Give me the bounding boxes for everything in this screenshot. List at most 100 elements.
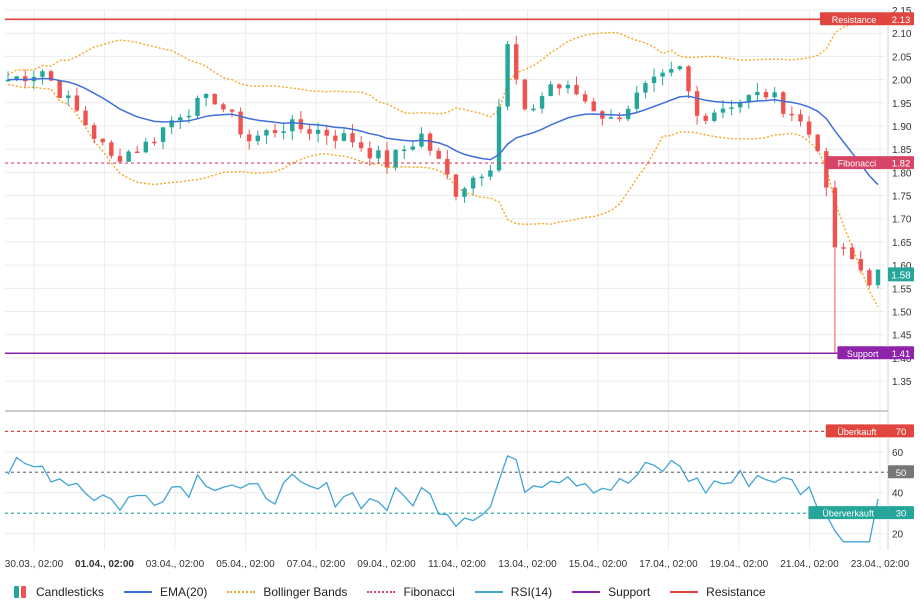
fibonacci-label-box <box>825 156 888 170</box>
candle-body <box>806 121 812 135</box>
candle-body <box>376 150 381 159</box>
candle-body <box>574 84 579 95</box>
oversold-value-box <box>888 506 914 520</box>
price-tick-label: 1.55 <box>892 284 912 295</box>
candle-body <box>608 117 614 119</box>
support-label: Support <box>847 349 879 359</box>
candle-body <box>746 95 751 103</box>
candle-body <box>488 170 493 177</box>
candle-body <box>677 66 683 70</box>
fibonacci-value-label: 1.82 <box>892 159 911 170</box>
legend-item-ema[interactable]: EMA(20) <box>124 585 207 599</box>
resistance-value-label: 2.13 <box>892 15 911 26</box>
candle-body <box>720 108 726 113</box>
overbought-label-box <box>825 424 888 438</box>
candle-body <box>160 127 166 142</box>
candle-body <box>849 247 855 260</box>
candle-body <box>789 113 795 116</box>
oversold-value-label: 30 <box>896 509 907 520</box>
candle-body <box>557 84 562 89</box>
legend: Candlesticks EMA(20) Bollinger Bands Fib… <box>0 578 920 606</box>
price-tick-label: 2.10 <box>892 29 912 40</box>
candle-body <box>350 133 355 143</box>
candle-body <box>5 79 11 82</box>
price-tick-label: 1.45 <box>892 331 912 342</box>
candle-body <box>57 80 62 99</box>
candle-body <box>229 109 235 112</box>
price-tick-label: 2.00 <box>892 76 912 87</box>
x-tick-label: 01.04., 02:00 <box>75 559 134 570</box>
candle-body <box>470 177 476 189</box>
resistance-label-box <box>820 12 888 26</box>
candle-body <box>703 115 708 121</box>
legend-item-fibonacci[interactable]: Fibonacci <box>367 585 455 599</box>
x-tick-label: 23.04., 02:00 <box>851 559 910 570</box>
price-tick-label: 2.15 <box>892 6 912 17</box>
price-tick-label: 1.50 <box>892 308 912 319</box>
legend-label: Fibonacci <box>403 585 455 599</box>
candle-body <box>781 92 786 114</box>
candle-body <box>539 96 545 109</box>
x-tick-label: 17.04., 02:00 <box>639 559 698 570</box>
x-tick-label: 19.04., 02:00 <box>710 559 769 570</box>
candle-body <box>100 138 105 143</box>
candle-body <box>514 44 519 80</box>
candle-body <box>152 141 157 144</box>
candle-body <box>729 107 734 109</box>
candle-body <box>755 91 760 96</box>
candle-body <box>669 69 674 73</box>
fibonacci-value-box <box>888 156 914 170</box>
candle-body <box>712 112 717 121</box>
legend-item-rsi[interactable]: RSI(14) <box>474 585 552 599</box>
candle-body <box>281 131 286 134</box>
price-tick-label: 1.35 <box>892 377 912 388</box>
price-tick-label: 1.80 <box>892 168 912 179</box>
legend-item-bollinger[interactable]: Bollinger Bands <box>227 585 347 599</box>
candle-body <box>634 92 640 109</box>
candle-body <box>169 120 174 128</box>
candle-body <box>651 76 657 84</box>
candle-body <box>14 76 19 80</box>
candle-body <box>272 130 278 134</box>
candle-body <box>83 110 88 126</box>
x-tick-label: 13.04., 02:00 <box>498 559 557 570</box>
candle-body <box>617 117 622 120</box>
candle-body <box>410 146 416 150</box>
legend-item-resistance[interactable]: Resistance <box>670 585 766 599</box>
legend-item-candlesticks[interactable]: Candlesticks <box>14 585 104 599</box>
candle-body <box>522 79 528 110</box>
candle-body <box>643 83 648 93</box>
candle-body <box>23 76 28 82</box>
candle-body <box>126 151 131 162</box>
candle-body <box>858 259 863 271</box>
overbought-value-label: 70 <box>896 427 907 438</box>
candle-body <box>565 84 571 89</box>
price-tick-label: 1.75 <box>892 192 912 203</box>
price-tick-label: 1.85 <box>892 145 912 156</box>
bollinger-lower-line <box>7 83 879 308</box>
oversold-label: Überverkauft <box>822 509 874 519</box>
candle-body <box>531 108 536 111</box>
price-tick-label: 1.90 <box>892 122 912 133</box>
price-tick-label: 1.40 <box>892 354 912 365</box>
candle-body <box>867 270 872 286</box>
ema-line <box>7 77 879 186</box>
candle-body <box>686 66 691 92</box>
last-price-box <box>888 267 914 282</box>
candle-body <box>315 129 321 134</box>
candle-body <box>832 187 838 248</box>
x-tick-label: 30.03., 02:00 <box>5 559 64 570</box>
candle-body <box>341 133 347 141</box>
candle-body <box>815 134 820 152</box>
price-tick-label: 1.95 <box>892 99 912 110</box>
overbought-label: Überkauft <box>837 427 877 437</box>
legend-item-support[interactable]: Support <box>572 585 650 599</box>
midline-value-label: 50 <box>896 468 907 479</box>
candle-body <box>298 119 304 130</box>
candle-body <box>496 106 502 171</box>
candle-body <box>393 149 398 168</box>
rsi-line <box>7 455 879 543</box>
candle-body <box>109 142 114 156</box>
legend-label: Bollinger Bands <box>263 585 348 599</box>
